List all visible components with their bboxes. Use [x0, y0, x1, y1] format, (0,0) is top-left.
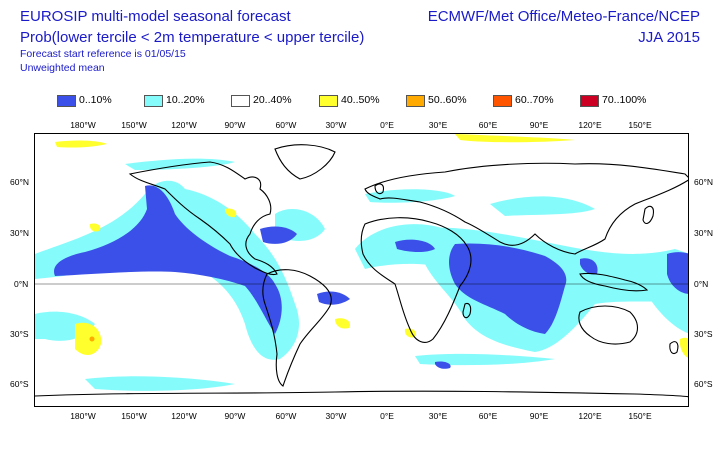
legend-label: 40..50%: [341, 94, 380, 106]
legend-label: 70..100%: [602, 94, 647, 106]
prob-region: [679, 337, 688, 358]
forecast-map: [34, 133, 689, 407]
map-title: EUROSIP multi-model seasonal forecast: [20, 8, 291, 25]
prob-region: [35, 180, 300, 360]
lat-tick-label: 30°S: [694, 329, 713, 339]
prob-region: [89, 336, 95, 342]
prob-region: [490, 196, 595, 216]
prob-region: [435, 361, 451, 369]
north-america-coast: [128, 161, 278, 276]
prob-region: [667, 252, 688, 294]
lon-tick-label: 180°W: [70, 120, 96, 130]
lat-tick-label: 60°S: [10, 379, 29, 389]
lon-tick-label: 90°W: [224, 411, 246, 421]
prob-region: [225, 208, 237, 218]
indonesia-coast: [579, 272, 649, 292]
lon-tick-label: 180°W: [70, 411, 96, 421]
antarctica-coast: [35, 390, 688, 398]
lon-tick-label: 60°W: [275, 411, 297, 421]
eurasia-coast: [364, 162, 688, 255]
lat-tick-label: 30°N: [694, 228, 713, 238]
lat-tick-label: 60°N: [694, 177, 713, 187]
lon-tick-label: 90°E: [529, 120, 549, 130]
lon-tick-label: 120°W: [171, 411, 197, 421]
prob-region: [335, 318, 351, 329]
lon-tick-label: 60°E: [478, 411, 498, 421]
new-zealand-coast: [669, 341, 679, 355]
lon-tick-label: 120°E: [578, 120, 602, 130]
prob-10-20-regions: [35, 158, 688, 391]
prob-region: [55, 140, 107, 148]
prob-region: [125, 158, 235, 170]
prob-region: [449, 243, 567, 334]
legend-swatch: [144, 95, 163, 107]
legend-label: 60..70%: [515, 94, 554, 106]
legend-swatch: [406, 95, 425, 107]
africa-coast: [360, 217, 472, 343]
legend-swatch: [580, 95, 599, 107]
legend-swatch: [57, 95, 76, 107]
prob-region: [580, 258, 598, 275]
legend-label: 0..10%: [79, 94, 112, 106]
lon-tick-label: 60°E: [478, 120, 498, 130]
prob-50-60-regions: [89, 336, 95, 342]
prob-region: [395, 239, 435, 253]
lon-tick-label: 150°E: [628, 411, 652, 421]
legend-swatch: [493, 95, 512, 107]
lat-tick-label: 30°N: [10, 228, 29, 238]
uk-coast: [374, 183, 384, 195]
prob-region: [260, 226, 297, 244]
legend-label: 50..60%: [428, 94, 467, 106]
legend-label: 20..40%: [253, 94, 292, 106]
map-canvas: [35, 134, 688, 398]
lon-tick-label: 90°W: [224, 120, 246, 130]
lon-tick-label: 0°E: [380, 411, 394, 421]
lon-tick-label: 90°E: [529, 411, 549, 421]
prob-region: [455, 134, 575, 143]
lon-tick-label: 30°E: [428, 411, 448, 421]
lon-tick-label: 150°W: [121, 411, 147, 421]
lon-tick-label: 0°E: [380, 120, 394, 130]
prob-region: [54, 185, 282, 334]
lon-tick-label: 30°W: [325, 411, 347, 421]
prob-region: [75, 322, 102, 356]
lon-tick-label: 120°E: [578, 411, 602, 421]
japan-coast: [642, 205, 654, 225]
lon-tick-label: 120°W: [171, 120, 197, 130]
madagascar-coast: [462, 302, 472, 319]
coastlines: [35, 144, 688, 398]
prob-region: [415, 353, 555, 366]
lon-tick-label: 150°E: [628, 120, 652, 130]
provider-label: ECMWF/Met Office/Meteo-France/NCEP: [427, 8, 700, 25]
lon-tick-label: 30°W: [325, 120, 347, 130]
prob-region: [89, 223, 101, 232]
lon-tick-label: 30°E: [428, 120, 448, 130]
south-america-coast: [262, 269, 332, 387]
season-label: JJA 2015: [638, 29, 700, 46]
mean-type: Unweighted mean: [20, 62, 105, 74]
legend-swatch: [319, 95, 338, 107]
prob-0-10-regions: [54, 185, 688, 369]
lat-tick-label: 0°N: [694, 279, 709, 289]
legend-swatch: [231, 95, 250, 107]
prob-region: [365, 189, 455, 203]
forecast-reference: Forecast start reference is 01/05/15: [20, 48, 186, 60]
prob-region: [317, 291, 350, 305]
lat-tick-label: 0°N: [14, 279, 29, 289]
greenland-coast: [274, 144, 336, 180]
lat-tick-label: 30°S: [10, 329, 29, 339]
lon-tick-label: 150°W: [121, 120, 147, 130]
australia-coast: [578, 305, 639, 345]
legend-label: 10..20%: [166, 94, 205, 106]
lat-tick-label: 60°S: [694, 379, 713, 389]
prob-40-50-regions: [55, 134, 688, 358]
lat-tick-label: 60°N: [10, 177, 29, 187]
lon-tick-label: 60°W: [275, 120, 297, 130]
prob-region: [85, 376, 235, 391]
map-subtitle: Prob(lower tercile < 2m temperature < up…: [20, 29, 365, 46]
